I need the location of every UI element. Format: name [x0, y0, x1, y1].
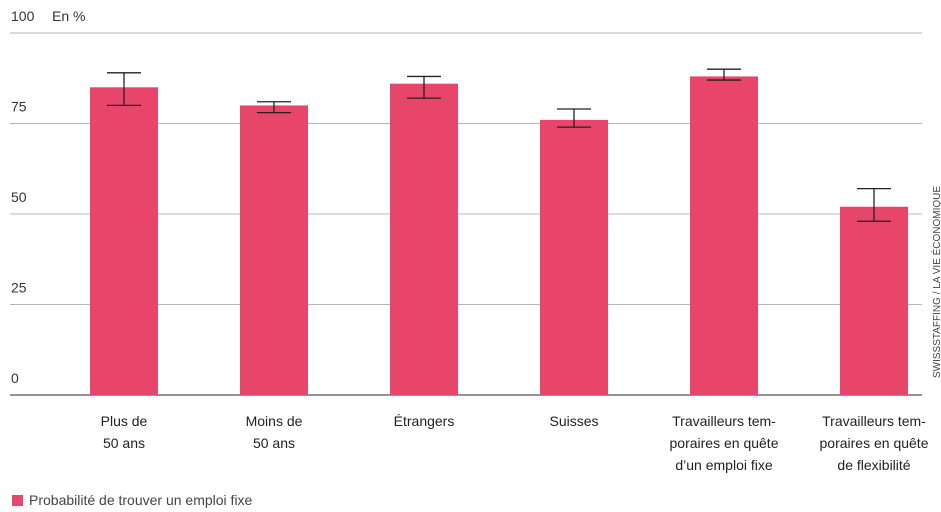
bar [390, 83, 458, 396]
category-label: Suisses [549, 413, 598, 429]
category-label: Plus de 50 ans [101, 413, 148, 451]
category-label: Travailleurs tem-poraires en quête de fle… [820, 413, 929, 473]
category-label: Travailleurs tem-poraires en quête d’un e… [670, 413, 779, 473]
category-label: Étrangers [394, 413, 455, 429]
bar [90, 87, 158, 396]
bar [690, 76, 758, 395]
y-tick-label: 0 [11, 370, 19, 386]
y-tick-label: 100 [11, 8, 35, 24]
y-tick-label: 25 [11, 280, 27, 296]
legend: Probabilité de trouver un emploi fixe [12, 492, 252, 508]
bar [240, 105, 308, 396]
bar [540, 119, 608, 395]
category-label: Moins de 50 ans [246, 413, 303, 451]
unit-label: En % [52, 8, 85, 24]
source-credit: SWISSSTAFFING / LA VIE ÉCONOMIQUE [930, 186, 941, 378]
legend-label: Probabilité de trouver un emploi fixe [29, 492, 253, 508]
y-tick-label: 50 [11, 189, 27, 205]
legend-swatch [12, 494, 23, 506]
bar [840, 206, 908, 395]
y-tick-label: 75 [11, 99, 27, 115]
